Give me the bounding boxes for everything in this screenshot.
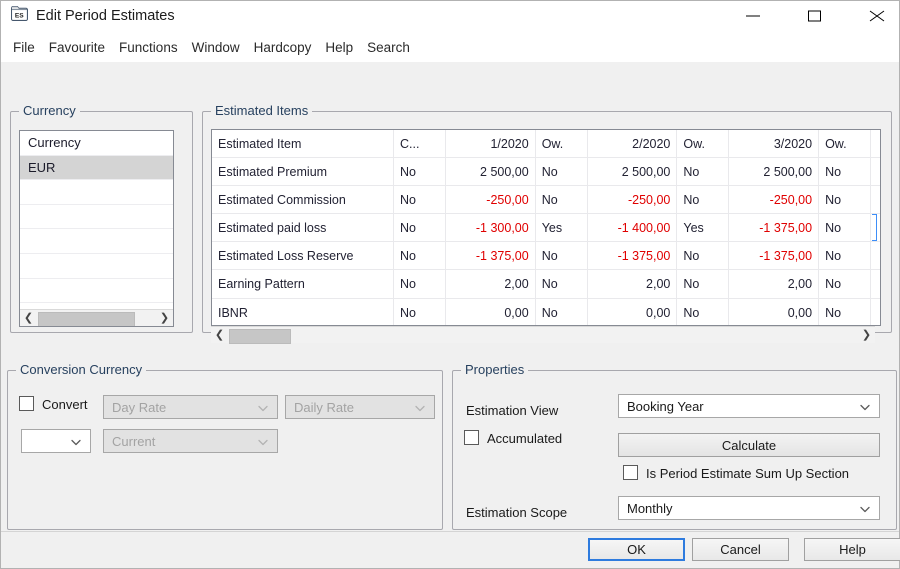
svg-text:ES: ES xyxy=(15,12,24,19)
